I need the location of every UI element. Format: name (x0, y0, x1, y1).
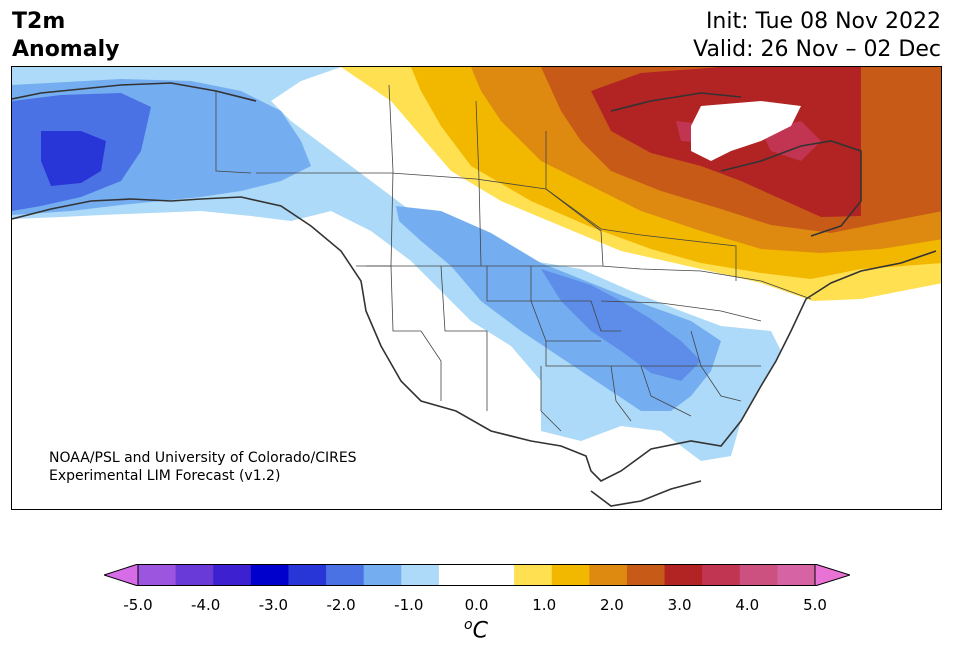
colorbar-cell (175, 564, 214, 586)
credit-line-2: Experimental LIM Forecast (v1.2) (49, 468, 281, 484)
colorbar-cell (288, 564, 327, 586)
colorbar (104, 564, 850, 586)
colorbar-cell (739, 564, 778, 586)
colorbar-tick-label: 3.0 (667, 596, 692, 614)
colorbar-extend-high (814, 564, 850, 586)
date-info: Init: Tue 08 Nov 2022 Valid: 26 Nov – 02… (693, 8, 941, 64)
colorbar-tick-label: -1.0 (394, 596, 424, 614)
cool-deep-blue-core (41, 131, 106, 186)
colorbar-tick-label: -2.0 (326, 596, 356, 614)
unit-letter: C (472, 618, 488, 644)
colorbar-tick-label: 0.0 (464, 596, 489, 614)
colorbar-tick-label: -5.0 (123, 596, 153, 614)
colorbar-tick-label: 4.0 (735, 596, 760, 614)
colorbar-tick-label: -3.0 (258, 596, 289, 614)
credit-line-1: NOAA/PSL and University of Colorado/CIRE… (49, 450, 357, 466)
colorbar-cell (777, 564, 816, 586)
map-svg (12, 67, 941, 507)
colorbar-cell (326, 564, 365, 586)
colorbar-cell (363, 564, 402, 586)
colorbar-tick-label: 2.0 (599, 596, 624, 614)
colorbar-tick-label: 1.0 (532, 596, 557, 614)
unit-degree-symbol: o (464, 617, 473, 633)
colorbar-cell (438, 564, 477, 586)
colorbar-cell (213, 564, 252, 586)
colorbar-ticks: -5.0 -4.0 -3.0 -2.0 -1.0 0.0 1.0 2.0 3.0 4.0 5.0 (0, 596, 953, 616)
cool-mid-blue-band (541, 269, 701, 381)
colorbar-tick-label: -4.0 (191, 596, 221, 614)
unit-label: oC (464, 617, 488, 643)
colorbar-cell (589, 564, 628, 586)
colorbar-cell (514, 564, 553, 586)
coastline-lines (12, 82, 937, 507)
colorbar-cell (551, 564, 590, 586)
hudson-bay-white (691, 101, 801, 161)
title-variable: T2m (12, 9, 66, 34)
title-field: Anomaly (12, 37, 120, 62)
anomaly-map: NOAA/PSL and University of Colorado/CIRE… (11, 66, 942, 510)
colorbar-cell (476, 564, 515, 586)
colorbar-cell (401, 564, 440, 586)
colorbar-cell (702, 564, 741, 586)
state-border-lines (215, 84, 812, 432)
credit-text: NOAA/PSL and University of Colorado/CIRE… (49, 449, 357, 485)
colorbar-cell (138, 564, 177, 586)
valid-period: Valid: 26 Nov – 02 Dec (693, 37, 941, 62)
colorbar-cell (626, 564, 666, 586)
init-date: Init: Tue 08 Nov 2022 (705, 9, 941, 34)
colorbar-cell (250, 564, 289, 586)
map-title: T2m Anomaly (12, 8, 119, 64)
colorbar-tick-label: 5.0 (803, 596, 827, 614)
colorbar-extend-low (104, 564, 139, 586)
colorbar-cell (664, 564, 703, 586)
